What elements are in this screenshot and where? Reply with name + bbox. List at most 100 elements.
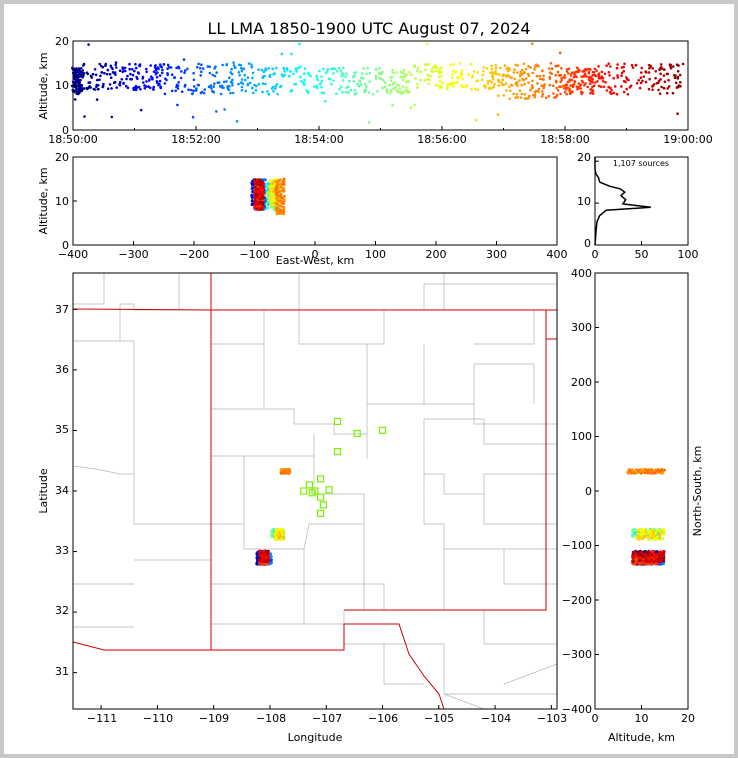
lightning-source: [191, 92, 194, 95]
lightning-source: [402, 68, 406, 72]
lightning-source: [559, 80, 562, 84]
lightning-source: [549, 62, 553, 65]
lightning-source: [657, 88, 660, 92]
lightning-source: [195, 87, 198, 90]
lightning-source: [134, 88, 138, 92]
p4-xtick-label: −106: [368, 712, 398, 725]
lightning-source: [232, 61, 235, 64]
lightning-source: [160, 71, 164, 75]
lightning-source: [577, 82, 581, 85]
lightning-source: [651, 530, 655, 534]
lightning-source: [320, 79, 324, 83]
lightning-source: [95, 98, 99, 101]
lightning-source: [620, 66, 624, 69]
lightning-source: [427, 62, 431, 66]
lightning-source: [597, 65, 600, 68]
lightning-source: [554, 73, 557, 77]
lightning-source: [631, 530, 634, 533]
lightning-source: [110, 87, 113, 90]
lightning-source: [139, 108, 143, 112]
lightning-source: [131, 67, 134, 71]
lightning-source: [583, 84, 586, 87]
lightning-source: [367, 91, 371, 94]
east-altitude-points: [250, 177, 287, 216]
lightning-source: [240, 88, 244, 92]
lightning-source: [470, 88, 473, 91]
lightning-source: [201, 67, 205, 70]
lightning-source: [267, 556, 270, 560]
lightning-source: [128, 62, 131, 66]
lightning-source: [644, 80, 648, 84]
lightning-source: [250, 66, 254, 69]
lightning-source: [669, 63, 673, 67]
lightning-source: [556, 70, 560, 74]
lightning-source: [566, 80, 570, 84]
lightning-source: [262, 206, 265, 210]
lightning-source: [555, 86, 558, 90]
lightning-source: [559, 73, 563, 77]
lightning-source: [126, 74, 129, 78]
lightning-source: [240, 69, 244, 73]
p5-xtick-label: 10: [635, 712, 649, 725]
lightning-source: [137, 85, 141, 89]
lightning-source: [123, 66, 127, 70]
p4-xtick-label: −111: [87, 712, 117, 725]
lightning-source: [493, 82, 496, 86]
lightning-source: [616, 63, 619, 66]
lightning-source: [155, 76, 159, 79]
lightning-source: [202, 91, 206, 95]
lightning-source: [254, 196, 257, 199]
lightning-source: [639, 559, 643, 562]
lightning-source: [568, 89, 571, 92]
lightning-source: [658, 68, 661, 72]
lightning-source: [275, 204, 278, 208]
lightning-source: [519, 73, 522, 76]
lightning-source: [535, 74, 539, 78]
lightning-source: [323, 99, 327, 103]
lightning-source: [364, 88, 368, 91]
lightning-source: [650, 468, 653, 471]
lightning-source: [639, 533, 642, 537]
lightning-source: [239, 81, 243, 84]
lightning-source: [270, 532, 274, 535]
lightning-source: [492, 78, 495, 81]
lightning-source: [662, 560, 665, 563]
p1-ytick-label: 0: [62, 124, 69, 137]
lightning-source: [187, 88, 190, 91]
lightning-source: [399, 90, 403, 94]
lightning-source: [560, 76, 563, 80]
lightning-source: [82, 64, 85, 67]
lightning-source: [665, 72, 669, 76]
lightning-source: [644, 553, 647, 557]
lightning-source: [637, 553, 641, 557]
lightning-source: [435, 83, 439, 87]
lightning-source: [379, 72, 383, 75]
lightning-source: [476, 71, 479, 74]
lightning-source: [77, 90, 81, 93]
lightning-source: [368, 80, 372, 83]
lightning-source: [74, 75, 78, 79]
lightning-source: [548, 77, 552, 81]
lightning-source: [608, 74, 611, 77]
lightning-source: [357, 85, 361, 88]
lightning-source: [279, 85, 282, 89]
p4-ytick-label: 35: [55, 423, 69, 436]
lightning-source: [210, 87, 213, 90]
lightning-source: [121, 70, 125, 73]
lightning-source: [248, 81, 252, 85]
lightning-source: [267, 202, 270, 206]
lightning-source: [197, 62, 200, 66]
lightning-source: [426, 77, 429, 81]
lightning-source: [440, 66, 443, 69]
lightning-source: [77, 80, 81, 83]
lightning-source: [588, 82, 592, 85]
lightning-source: [279, 534, 282, 537]
lightning-source: [282, 208, 286, 211]
lightning-source: [647, 71, 651, 74]
lightning-source: [401, 75, 405, 79]
lightning-source: [297, 66, 300, 70]
lightning-source: [564, 86, 568, 89]
lightning-source: [542, 74, 545, 78]
lightning-source: [250, 203, 254, 207]
lightning-source: [538, 77, 542, 81]
